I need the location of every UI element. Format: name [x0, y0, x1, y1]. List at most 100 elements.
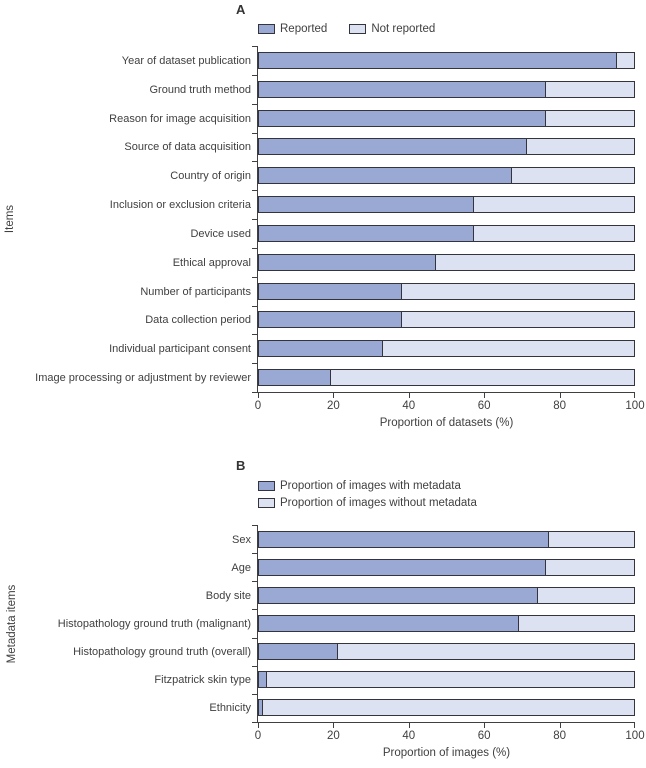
y-axis-tick: [252, 638, 257, 639]
bar-segment-reported: [259, 644, 339, 659]
bar-segment-reported: [259, 168, 512, 183]
category-label: Individual participant consent: [109, 343, 251, 355]
legend-label: Reported: [280, 23, 328, 35]
bar-row-a-6: [258, 225, 635, 242]
legend-panel-a: Reported Not reported: [258, 23, 435, 35]
y-axis-tick: [252, 75, 257, 76]
bar-segment-reported: [259, 53, 618, 68]
legend-label: Not reported: [371, 23, 436, 35]
y-axis-tick: [252, 161, 257, 162]
bar-segment-reported: [259, 672, 267, 687]
x-axis-tick-label: 80: [553, 730, 566, 742]
x-axis-tick-label: 40: [402, 730, 416, 742]
bar-segment-reported: [259, 226, 474, 241]
x-axis-line: [257, 722, 635, 723]
y-axis-tick: [252, 666, 257, 667]
legend-swatch-light: [349, 24, 367, 34]
bar-row-b-2: [258, 587, 635, 604]
bar-row-b-0: [258, 531, 635, 548]
x-axis-tick: [559, 723, 561, 728]
bar-segment-reported: [259, 532, 550, 547]
y-axis-tick: [252, 46, 257, 47]
x-axis-tick: [408, 723, 410, 728]
category-label: Ethnicity: [209, 702, 251, 714]
x-axis-tick-label: 80: [553, 400, 566, 412]
bar-row-a-4: [258, 167, 635, 184]
bar-segment-reported: [259, 560, 546, 575]
y-axis-tick: [252, 104, 257, 105]
bar-segment-reported: [259, 197, 474, 212]
category-label: Age: [231, 562, 251, 574]
y-axis-label: Items: [4, 204, 16, 234]
x-axis-tick: [484, 723, 486, 728]
bar-segment-reported: [259, 341, 384, 356]
y-axis-tick: [252, 306, 257, 307]
category-label: Inclusion or exclusion criteria: [109, 199, 251, 211]
bar-row-a-5: [258, 196, 635, 213]
legend-swatch-dark: [258, 481, 275, 491]
category-label: Ethical approval: [172, 257, 251, 269]
x-axis-tick: [634, 393, 635, 398]
category-label: Device used: [190, 228, 251, 240]
x-axis-tick: [258, 723, 259, 728]
legend-item: Proportion of images without metadata: [258, 497, 477, 509]
bar-row-a-2: [258, 110, 635, 127]
legend-panel-b: Proportion of images with metadata Propor…: [258, 480, 477, 509]
legend-label: Proportion of images without metadata: [280, 497, 477, 509]
category-label: Histopathology ground truth (malignant): [57, 618, 251, 630]
x-axis-tick: [559, 393, 561, 398]
x-axis-label: Proportion of images (%): [382, 747, 511, 759]
bar-row-a-9: [258, 311, 635, 328]
category-label: Source of data acquisition: [124, 141, 251, 153]
x-axis-tick: [484, 393, 486, 398]
bar-segment-reported: [259, 139, 527, 154]
bar-segment-reported: [259, 370, 331, 385]
y-axis-tick: [252, 248, 257, 249]
bar-row-a-1: [258, 81, 635, 98]
x-axis-tick-label: 60: [477, 400, 491, 412]
x-axis-tick-label: 20: [326, 730, 340, 742]
panel-a-title: A: [236, 2, 246, 17]
x-axis-tick-label: 20: [326, 400, 340, 412]
category-label: Fitzpatrick skin type: [154, 674, 251, 686]
legend-label: Proportion of images with metadata: [280, 480, 461, 492]
y-axis-tick: [252, 694, 257, 695]
x-axis-tick: [333, 393, 335, 398]
y-axis-line: [257, 46, 258, 392]
legend-item: Reported: [258, 23, 327, 35]
x-axis-tick-label: 0: [254, 730, 262, 742]
bar-segment-reported: [259, 284, 403, 299]
category-label: Reason for image acquisition: [109, 113, 251, 125]
legend-item: Not reported: [349, 23, 435, 35]
y-axis-tick: [252, 363, 257, 364]
x-axis-tick: [634, 723, 635, 728]
bar-row-a-8: [258, 283, 635, 300]
bar-segment-reported: [259, 312, 403, 327]
y-axis-tick: [252, 277, 257, 278]
bar-row-a-10: [258, 340, 635, 357]
category-label: Sex: [232, 534, 251, 546]
x-axis-label: Proportion of datasets (%): [379, 417, 514, 429]
category-label: Body site: [205, 590, 251, 602]
y-axis-line: [257, 525, 258, 722]
bar-row-b-4: [258, 643, 635, 660]
y-axis-tick: [252, 553, 257, 554]
legend-swatch-dark: [258, 24, 275, 34]
bar-row-a-11: [258, 369, 635, 386]
bar-segment-reported: [259, 616, 520, 631]
y-axis-label: Metadata items: [6, 584, 18, 663]
category-label: Ground truth method: [149, 84, 251, 96]
bar-segment-reported: [259, 700, 263, 715]
y-axis-tick: [252, 334, 257, 335]
bar-row-b-6: [258, 699, 635, 716]
x-axis-tick: [333, 723, 335, 728]
x-axis-line: [257, 392, 635, 393]
x-axis-tick-label: 100: [625, 400, 645, 412]
panel-b-title: B: [236, 458, 246, 473]
category-label: Histopathology ground truth (overall): [73, 646, 251, 658]
x-axis-tick-label: 0: [254, 400, 262, 412]
bar-row-b-1: [258, 559, 635, 576]
y-axis-tick: [252, 392, 257, 393]
category-label: Number of participants: [140, 286, 251, 298]
x-axis-tick: [258, 393, 259, 398]
